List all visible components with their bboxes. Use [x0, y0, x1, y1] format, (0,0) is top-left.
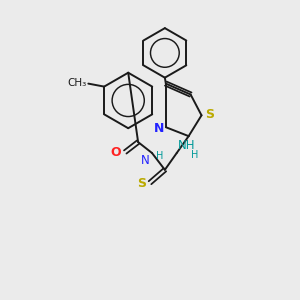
Text: O: O	[111, 146, 121, 160]
Text: H: H	[156, 151, 163, 161]
Text: CH₃: CH₃	[67, 78, 86, 88]
Text: S: S	[137, 177, 146, 190]
Text: N: N	[154, 122, 164, 135]
Text: H: H	[190, 150, 198, 160]
Text: S: S	[206, 108, 214, 121]
Text: N: N	[141, 154, 150, 167]
Text: NH: NH	[178, 139, 195, 152]
